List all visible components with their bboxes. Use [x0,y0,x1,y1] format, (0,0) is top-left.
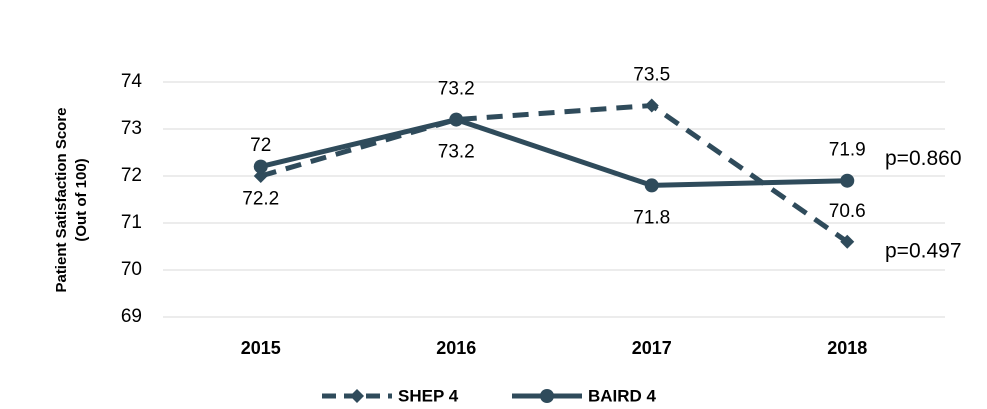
y-axis-label: (Out of 100) [73,158,90,241]
data-label: 72 [250,135,271,156]
x-tick-label: 2016 [436,338,476,358]
data-label: 72.2 [242,189,279,210]
x-tick-label: 2018 [827,338,867,358]
y-tick-label: 72 [121,165,142,186]
y-tick-label: 74 [121,71,143,92]
data-label: 73.2 [438,79,475,100]
y-tick-label: 71 [121,212,142,233]
legend-marker [350,389,364,403]
annotation: p=0.497 [885,239,962,262]
marker [840,173,855,188]
marker [644,178,659,193]
x-tick-label: 2015 [241,338,281,358]
marker [253,159,268,174]
annotation: p=0.860 [885,147,962,170]
x-tick-label: 2017 [632,338,672,358]
y-tick-label: 73 [121,118,142,139]
marker [840,234,855,249]
series-line [260,117,848,188]
y-axis-label: Patient Satisfaction Score [53,107,70,292]
y-tick-label: 69 [121,306,142,327]
legend-marker [540,389,554,403]
y-tick-label: 70 [121,259,142,280]
legend-label: SHEP 4 [398,386,459,405]
data-label: 73.2 [438,142,475,163]
data-label: 70.6 [829,201,866,222]
data-label: 71.9 [829,140,866,161]
marker [449,112,464,127]
marker [644,98,659,113]
data-label: 73.5 [633,65,670,86]
legend-label: BAIRD 4 [588,386,657,405]
data-label: 71.8 [633,207,670,228]
series-line [260,102,849,244]
